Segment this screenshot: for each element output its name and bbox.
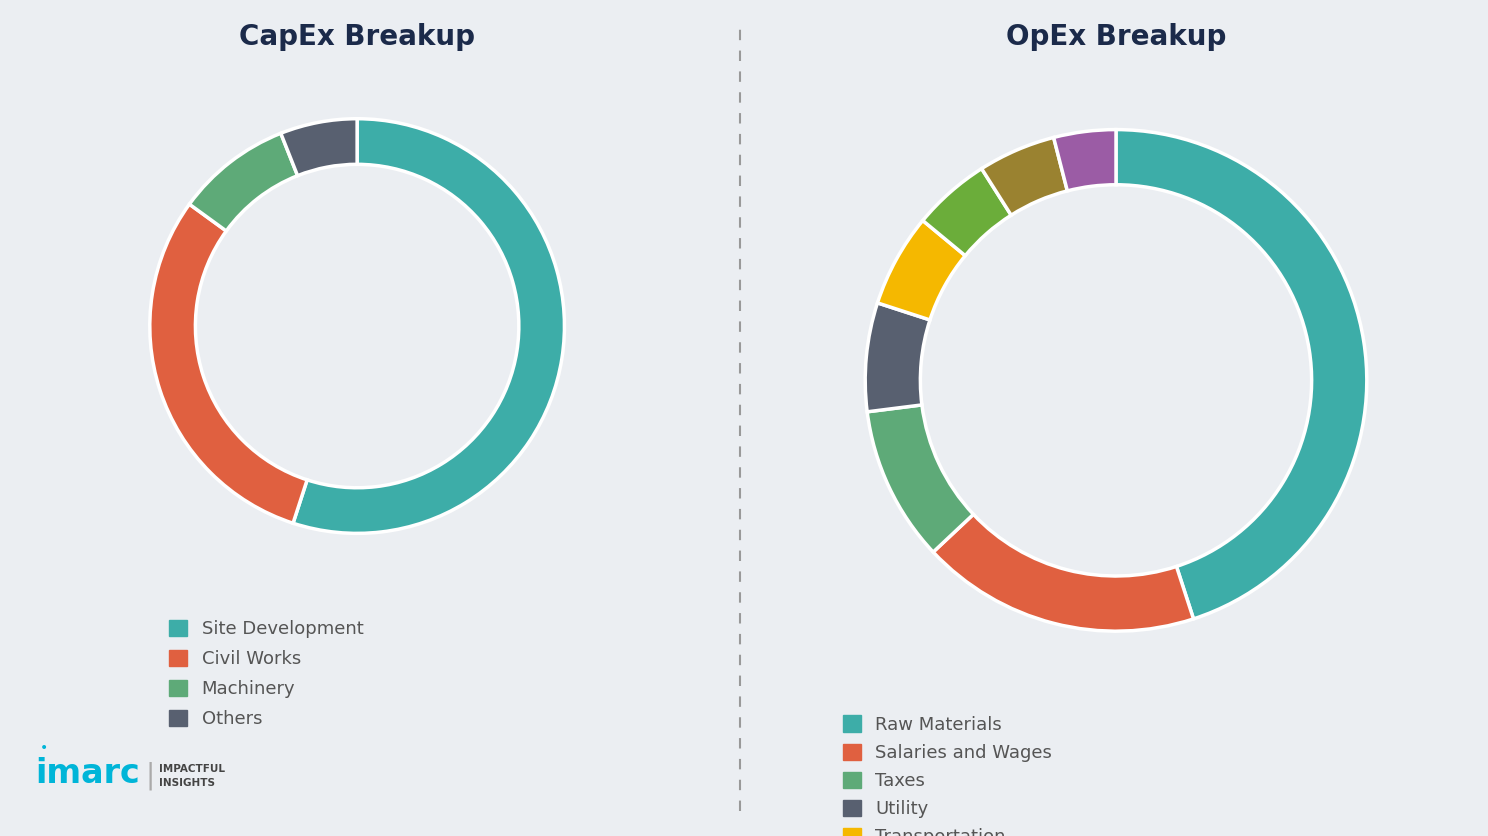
Wedge shape — [878, 221, 966, 320]
Text: INSIGHTS: INSIGHTS — [159, 778, 216, 788]
Title: CapEx Breakup: CapEx Breakup — [240, 23, 475, 51]
Title: OpEx Breakup: OpEx Breakup — [1006, 23, 1226, 51]
Wedge shape — [150, 204, 307, 523]
Legend: Site Development, Civil Works, Machinery, Others: Site Development, Civil Works, Machinery… — [170, 620, 363, 728]
Wedge shape — [1054, 130, 1116, 191]
Wedge shape — [865, 303, 930, 412]
Legend: Raw Materials, Salaries and Wages, Taxes, Utility, Transportation, Overheads, De: Raw Materials, Salaries and Wages, Taxes… — [842, 716, 1052, 836]
Wedge shape — [1116, 130, 1367, 619]
Wedge shape — [293, 119, 564, 533]
Wedge shape — [982, 137, 1067, 215]
Wedge shape — [923, 169, 1012, 256]
Text: IMPACTFUL: IMPACTFUL — [159, 764, 225, 774]
Wedge shape — [868, 405, 973, 552]
Text: |: | — [146, 762, 155, 790]
Text: •: • — [40, 741, 49, 755]
Text: imarc: imarc — [36, 757, 140, 790]
Wedge shape — [189, 133, 298, 231]
Wedge shape — [281, 119, 357, 176]
Wedge shape — [933, 514, 1193, 631]
